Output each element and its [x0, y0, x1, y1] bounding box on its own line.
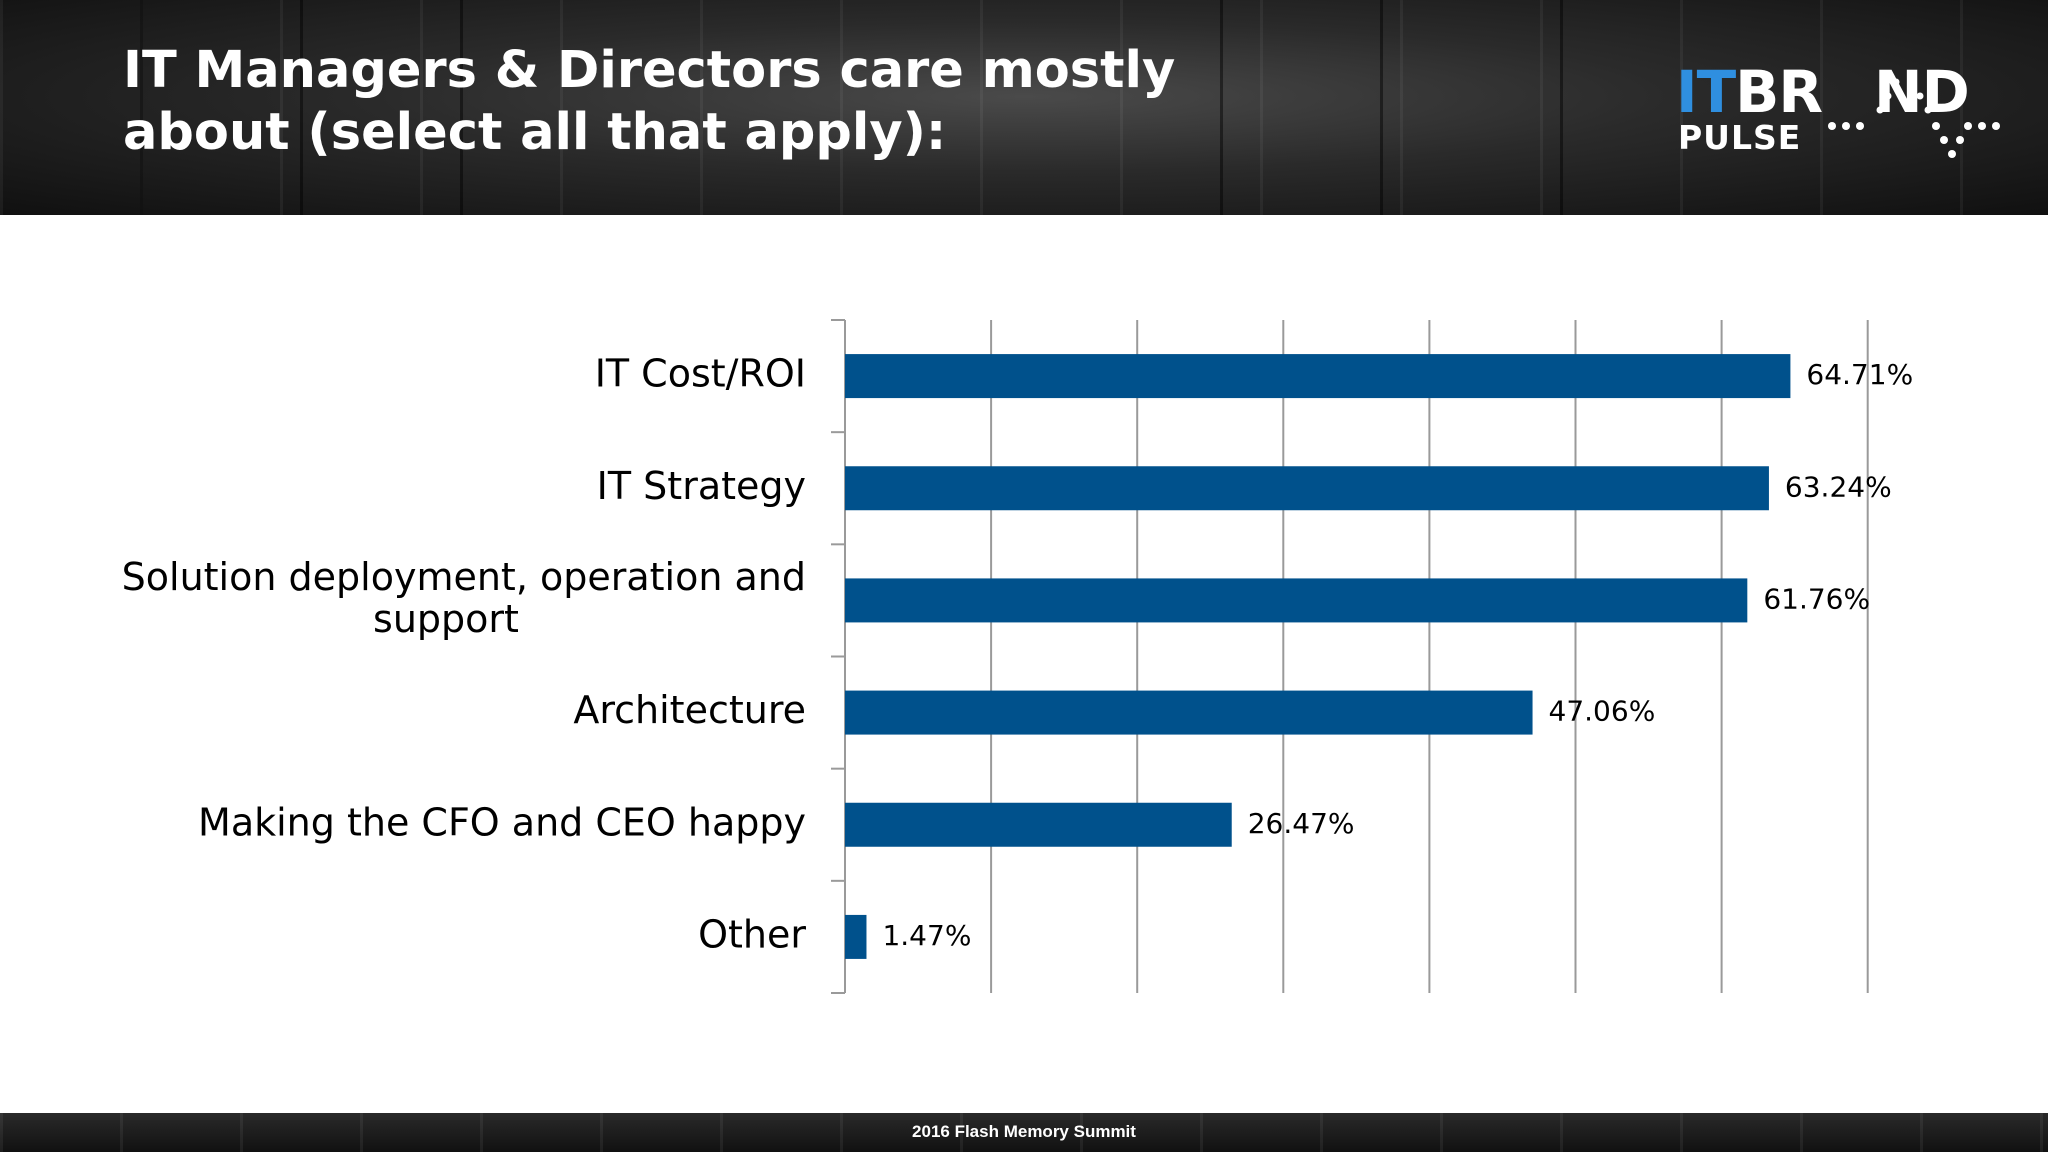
logo-it-text: IT [1676, 58, 1736, 126]
category-label: Other [698, 912, 806, 956]
data-label: 64.71% [1806, 358, 1913, 391]
bar [845, 802, 1232, 847]
itbrandpulse-logo: ITBR ND PULSE [1676, 60, 2016, 180]
data-label: 47.06% [1549, 695, 1656, 728]
data-label: 63.24% [1785, 470, 1892, 503]
data-label: 1.47% [882, 919, 971, 952]
bar [845, 354, 1791, 399]
header-banner: IT Managers & Directors care mostly abou… [0, 0, 2048, 215]
bar [845, 466, 1769, 511]
page-title: IT Managers & Directors care mostly abou… [123, 40, 1323, 164]
logo-dots-icon [1828, 78, 2000, 158]
category-label: Making the CFO and CEO happy [198, 800, 806, 844]
title-line-1: IT Managers & Directors care mostly [123, 41, 1176, 100]
category-label: IT Cost/ROI [595, 352, 806, 396]
logo-br-text: BR [1735, 58, 1823, 126]
rack-line [1220, 0, 1223, 215]
category-label: Solution deployment, operation and [122, 555, 806, 599]
title-line-2: about (select all that apply): [123, 103, 947, 162]
rack-line [140, 0, 143, 215]
category-label: IT Strategy [597, 464, 806, 508]
category-label: Architecture [573, 688, 806, 732]
rack-line [1380, 0, 1383, 215]
rack-line [1560, 0, 1563, 215]
data-label: 61.76% [1763, 582, 1870, 615]
bar [845, 914, 867, 959]
data-label: 26.47% [1248, 807, 1355, 840]
logo-pulse-text: PULSE [1678, 118, 1802, 157]
logo-wordmark: ITBR ND [1676, 58, 1970, 126]
rack-line [300, 0, 303, 215]
footer-text: 2016 Flash Memory Summit [912, 1122, 1136, 1141]
footer-bar: 2016 Flash Memory Summit [0, 1113, 2048, 1152]
bar [845, 578, 1748, 623]
bar [845, 690, 1533, 735]
category-label: support [373, 597, 519, 641]
logo-nd-text: ND [1874, 58, 1970, 126]
rack-line [460, 0, 463, 215]
